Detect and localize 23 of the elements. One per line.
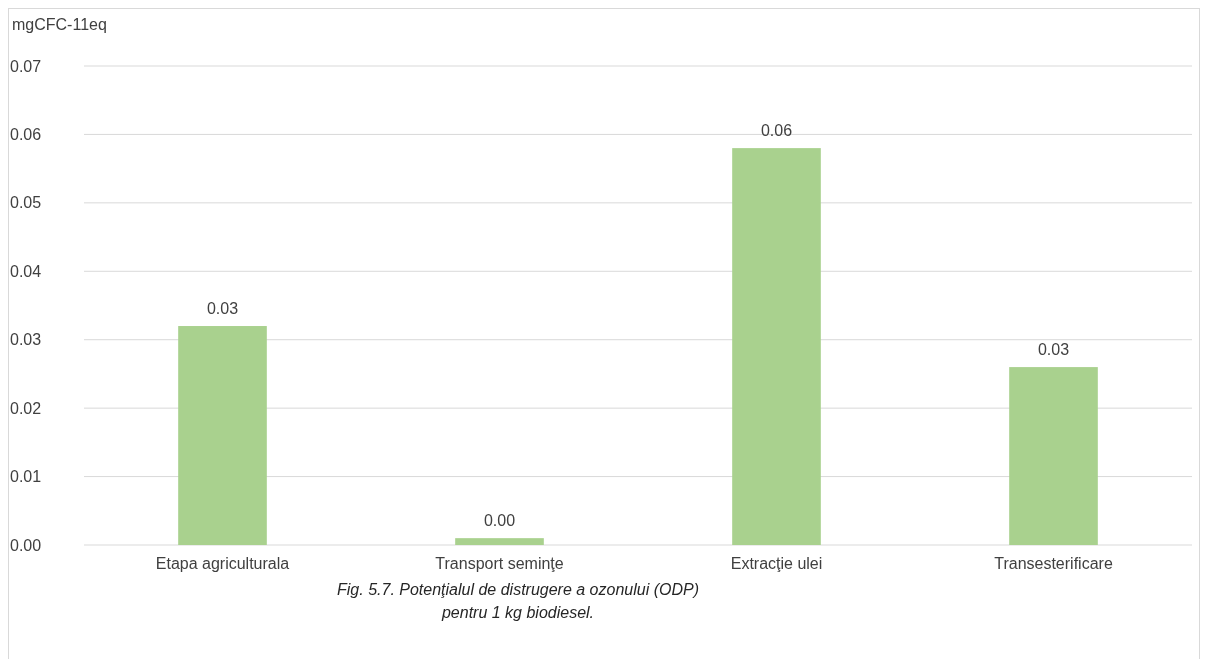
y-tick-label: 0.04	[10, 262, 42, 280]
y-axis-title: mgCFC-11eq	[12, 16, 107, 33]
y-tick-label: 0.05	[10, 194, 42, 212]
bar	[732, 148, 821, 545]
x-tick-label: Transesterificare	[994, 555, 1113, 572]
data-label: 0.06	[760, 122, 793, 140]
text: pentru 1 kg biodiesel.	[440, 604, 595, 621]
bar	[455, 538, 544, 545]
y-tick-label: 0.02	[10, 399, 42, 417]
data-label: 0.03	[206, 300, 239, 318]
data-label: 0.03	[1037, 341, 1070, 359]
x-tick-label: Extracţie ulei	[730, 555, 823, 572]
y-tick-label: 0.06	[10, 126, 42, 144]
y-tick-label: 0.00	[10, 536, 42, 554]
x-tick-label: Transport seminţe	[435, 555, 564, 572]
text: Fig. 5.7. Potenţialul de distrugere a ozonului (ODP)	[337, 581, 699, 598]
data-label: 0.00	[483, 512, 516, 530]
bar	[178, 326, 267, 545]
y-tick-label: 0.01	[10, 468, 42, 486]
bar	[1009, 367, 1098, 545]
y-tick-label: 0.07	[10, 57, 42, 75]
x-tick-label: Etapa agriculturala	[155, 555, 290, 572]
y-tick-label: 0.03	[10, 331, 42, 349]
